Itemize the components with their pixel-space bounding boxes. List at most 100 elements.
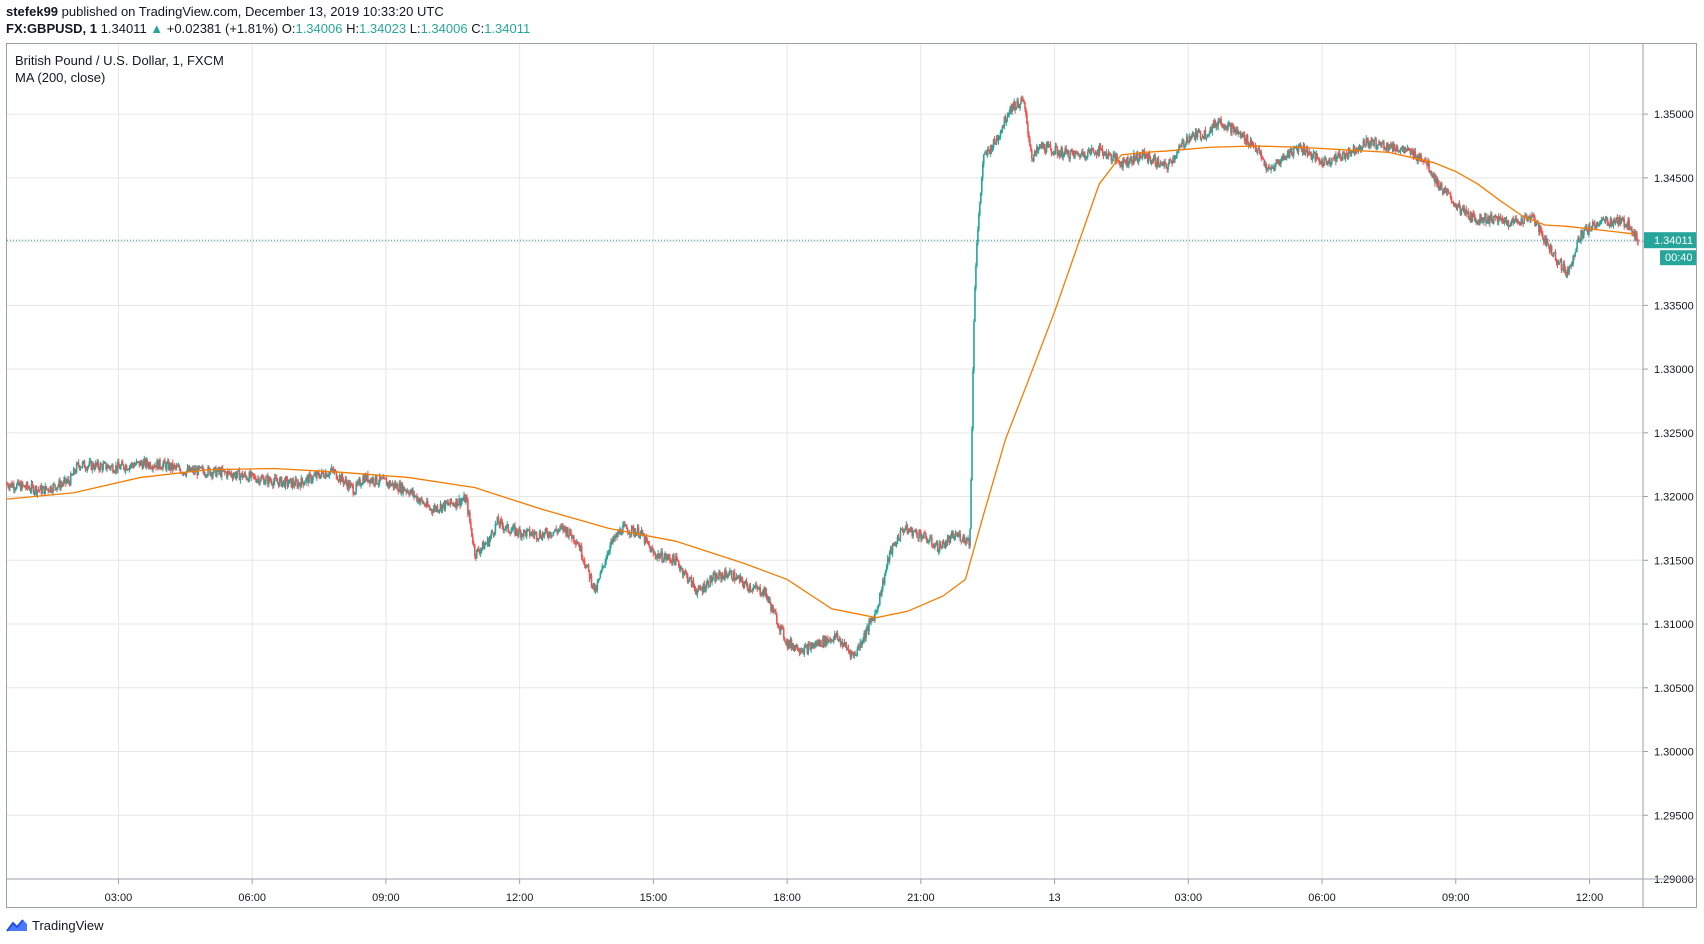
candle-body <box>897 536 900 541</box>
candle-body <box>478 551 481 554</box>
candle-body <box>107 465 109 469</box>
candle-body <box>1361 147 1364 150</box>
candle-body <box>471 527 473 537</box>
candle-body <box>417 498 419 502</box>
candle-body <box>459 498 461 506</box>
candle-body <box>1521 218 1523 224</box>
candle-body <box>722 574 724 577</box>
candle-body <box>939 543 942 548</box>
candle-body <box>452 503 455 506</box>
candle-body <box>1490 214 1493 222</box>
candle-body <box>1151 161 1154 163</box>
candle-body <box>163 460 165 465</box>
candle-body <box>446 502 449 504</box>
author-name[interactable]: stefek99 <box>6 4 59 19</box>
candle-body <box>22 485 25 487</box>
candle-body <box>118 466 121 469</box>
candle-body <box>492 532 495 535</box>
candle-body <box>894 543 897 545</box>
candle-body <box>171 462 174 470</box>
candle-body <box>170 462 173 470</box>
price-change: +0.02381 (+1.81%) <box>166 21 279 36</box>
candle-body <box>750 590 753 592</box>
candle-body <box>87 465 90 467</box>
candle-body <box>947 537 950 539</box>
candle-body <box>1139 152 1142 157</box>
candle-body <box>1185 143 1187 146</box>
tradingview-brand[interactable]: TradingView <box>6 917 104 933</box>
candle-body <box>1249 140 1252 147</box>
candle-body <box>768 598 770 600</box>
candle-body <box>228 471 231 474</box>
candle-body <box>67 479 70 483</box>
candle-body <box>344 479 347 482</box>
candle-body <box>1163 161 1166 167</box>
candle-body <box>497 516 500 524</box>
candle-body <box>717 578 719 580</box>
indicator-label[interactable]: MA (200, close) <box>15 70 105 85</box>
candle-body <box>1475 221 1477 223</box>
candle-body <box>509 532 511 534</box>
candle-body <box>740 576 743 579</box>
candle-body <box>1168 159 1170 165</box>
candle-body <box>893 543 896 546</box>
candle-body <box>1215 123 1218 128</box>
candle-body <box>1557 262 1560 265</box>
candle-body <box>1214 120 1217 128</box>
candle-body <box>1352 146 1355 151</box>
candle-body <box>1453 203 1456 205</box>
candle-body <box>1149 157 1152 163</box>
candle-body <box>1513 221 1516 224</box>
candle-body <box>1434 174 1436 183</box>
candle-body <box>1406 147 1409 151</box>
candle-body <box>16 480 19 484</box>
candle-body <box>1327 161 1329 164</box>
chart-frame[interactable] <box>6 43 1697 908</box>
candle-body <box>1292 147 1295 156</box>
candle-body <box>539 532 542 538</box>
candle-body <box>879 592 881 605</box>
candle-body <box>246 479 249 481</box>
candle-body <box>1412 152 1415 158</box>
candle-body <box>698 586 701 588</box>
candle-body <box>819 640 821 644</box>
candle-body <box>504 528 506 530</box>
candle-body <box>1394 149 1397 152</box>
candle-body <box>1577 238 1579 243</box>
candle-body <box>1610 218 1613 225</box>
symbol-name[interactable]: FX:GBPUSD, 1 <box>6 21 98 36</box>
y-tick-label: 1.34500 <box>1654 173 1694 185</box>
candle-body <box>606 554 608 560</box>
candle-body <box>934 544 937 546</box>
candle-body <box>1511 218 1514 222</box>
candle-body <box>1047 143 1050 145</box>
candle-body <box>762 589 764 595</box>
candle-body <box>754 585 757 588</box>
candle-body <box>454 504 456 508</box>
candle-body <box>473 544 476 556</box>
candle-body <box>1028 133 1030 139</box>
candle-body <box>388 481 391 486</box>
candle-body <box>982 154 985 164</box>
candle-body <box>257 478 259 480</box>
candle-body <box>20 482 23 491</box>
candle-body <box>1250 140 1253 145</box>
candle-body <box>531 532 534 534</box>
candle-body <box>968 538 970 546</box>
candle-body <box>878 604 880 606</box>
candle-body <box>1133 153 1135 164</box>
candle-body <box>93 468 96 470</box>
candle-body <box>1382 142 1384 144</box>
candle-body <box>984 151 987 154</box>
candle-body <box>919 531 921 534</box>
candle-body <box>54 484 56 488</box>
candle-body <box>678 565 681 570</box>
candle-body <box>168 461 170 470</box>
candle-body <box>99 463 101 470</box>
candle-body <box>1342 152 1345 154</box>
candle-body <box>428 506 431 510</box>
candle-body <box>1456 205 1459 209</box>
candle-body <box>1425 161 1427 163</box>
candle-body <box>349 483 352 489</box>
